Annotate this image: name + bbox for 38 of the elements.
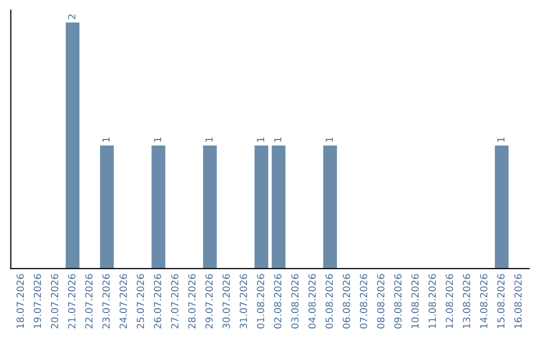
x-tick-label: 31.07.2026 xyxy=(240,274,248,328)
x-tick-label: 07.08.2026 xyxy=(360,274,368,328)
x-tick-label: 06.08.2026 xyxy=(342,274,350,328)
x-tick-label: 20.07.2026 xyxy=(50,274,58,328)
x-tick-label: 26.07.2026 xyxy=(154,274,162,328)
data-label: 1 xyxy=(257,137,264,142)
x-tick-label: 24.07.2026 xyxy=(120,274,127,328)
x-tick-label: 21.07.2026 xyxy=(68,274,76,328)
x-tick-label: 03.08.2026 xyxy=(291,274,299,328)
x-tick-label: 27.07.2026 xyxy=(171,274,178,328)
x-tick-label: 05.08.2026 xyxy=(326,274,333,328)
x-tick-label: 22.07.2026 xyxy=(85,274,93,328)
data-label: 2 xyxy=(68,14,76,20)
x-tick-label: 12.08.2026 xyxy=(446,274,454,328)
x-tick-label: 08.08.2026 xyxy=(377,274,384,328)
x-tick-label: 28.07.2026 xyxy=(188,274,196,328)
x-tick-label: 15.08.2026 xyxy=(497,274,505,328)
x-tick-label: 09.08.2026 xyxy=(394,274,402,328)
x-tick-label: 19.07.2026 xyxy=(34,274,42,328)
x-tick-label: 13.08.2026 xyxy=(462,274,470,328)
data-label: 1 xyxy=(497,137,504,142)
data-label: 1 xyxy=(274,137,282,142)
x-tick-label: 14.08.2026 xyxy=(480,274,488,328)
x-tick-label: 18.07.2026 xyxy=(16,274,24,328)
x-tick-label: 16.08.2026 xyxy=(514,274,522,328)
x-tick-label: 01.08.2026 xyxy=(256,274,264,328)
x-tick-label: 02.08.2026 xyxy=(274,274,282,328)
x-tick-label: 23.07.2026 xyxy=(102,274,110,328)
data-label: 1 xyxy=(326,137,333,142)
x-tick-label: 30.07.2026 xyxy=(222,274,230,328)
x-tick-label: 10.08.2026 xyxy=(411,274,419,328)
data-label: 1 xyxy=(206,137,213,142)
data-label: 1 xyxy=(102,137,110,142)
data-label: 1 xyxy=(154,137,162,142)
x-tick-label: 29.07.2026 xyxy=(205,274,213,328)
x-tick-label: 04.08.2026 xyxy=(308,274,316,328)
x-tick-label: 11.08.2026 xyxy=(428,274,436,328)
x-tick-label: 25.07.2026 xyxy=(136,274,144,328)
